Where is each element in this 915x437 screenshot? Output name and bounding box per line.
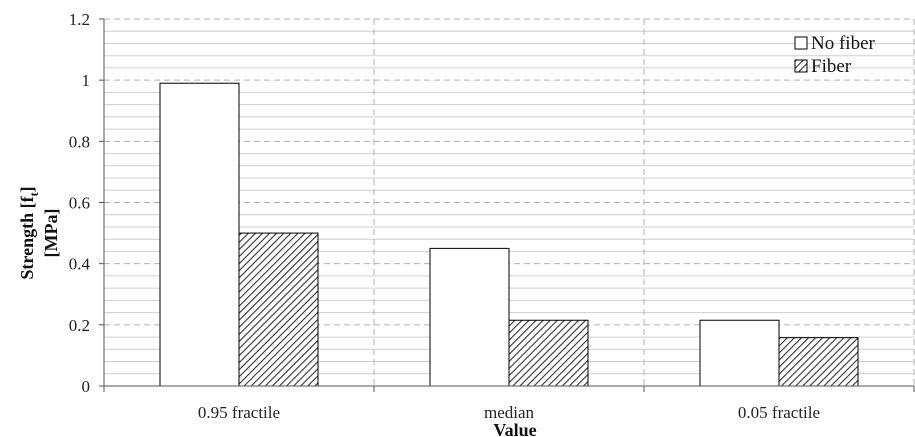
legend-swatch-no-fiber [794, 36, 808, 50]
x-tick-label: median [484, 403, 535, 422]
y-tick-label: 1.2 [69, 10, 90, 29]
legend-swatch-fiber [794, 59, 808, 73]
y-axis-title-subscript: t [27, 192, 41, 196]
bar-fiber [778, 337, 859, 387]
bar-no-fiber [429, 247, 510, 387]
legend-label-no-fiber: No fiber [811, 33, 876, 54]
legend-label-fiber: Fiber [811, 56, 852, 77]
svg-text:Strength [ft]: Strength [ft] [17, 186, 41, 279]
y-tick-label: 0.2 [69, 316, 90, 335]
axes [99, 18, 915, 392]
y-tick-label: 1 [82, 71, 91, 90]
y-axis-title-line2: [MPa] [41, 209, 61, 258]
y-axis-title: Strength [ft] [MPa] [17, 186, 61, 279]
bar-fiber [238, 232, 319, 387]
bar-no-fiber [159, 82, 240, 387]
x-tick-label: 0.05 fractile [738, 403, 820, 422]
bar-no-fiber [699, 319, 780, 387]
y-tick-label: 0.8 [69, 132, 90, 151]
legend: No fiber Fiber [794, 33, 876, 77]
tick-labels: 0 0.2 0.4 0.6 0.8 1 1.2 0.95 fractile median 0.05… [69, 10, 820, 422]
bar-fiber [508, 319, 589, 387]
y-tick-label: 0 [82, 377, 91, 396]
y-tick-label: 0.6 [69, 194, 90, 213]
x-axis-title: Value [493, 420, 536, 437]
x-tick-label: 0.95 fractile [198, 403, 280, 422]
y-axis-title-line1-end: ] [17, 186, 37, 192]
y-axis-title-line1: Strength [f [17, 195, 37, 279]
bars [159, 82, 859, 387]
y-tick-label: 0.4 [69, 255, 91, 274]
